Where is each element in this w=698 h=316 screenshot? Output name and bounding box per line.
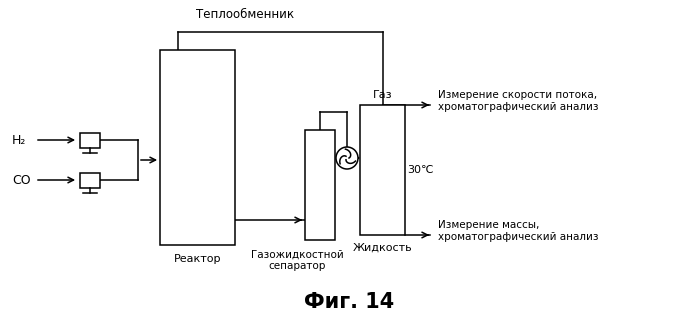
Bar <box>360 105 405 235</box>
Text: H₂: H₂ <box>12 133 27 147</box>
Bar <box>305 130 335 240</box>
Text: CO: CO <box>12 173 31 186</box>
Text: Реактор: Реактор <box>174 254 221 264</box>
Bar <box>80 173 100 187</box>
Circle shape <box>336 147 358 169</box>
Text: Газ: Газ <box>373 90 392 100</box>
Text: Жидкость: Жидкость <box>352 243 413 253</box>
Text: Теплообменник: Теплообменник <box>196 8 294 21</box>
Text: Газожидкостной
сепаратор: Газожидкостной сепаратор <box>251 249 343 271</box>
Bar <box>80 132 100 148</box>
Bar <box>160 50 235 245</box>
Text: 30℃: 30℃ <box>407 165 433 175</box>
Text: Измерение массы,
хроматографический анализ: Измерение массы, хроматографический анал… <box>438 220 598 242</box>
Text: Измерение скорости потока,
хроматографический анализ: Измерение скорости потока, хроматографич… <box>438 90 598 112</box>
Text: Фиг. 14: Фиг. 14 <box>304 292 394 312</box>
